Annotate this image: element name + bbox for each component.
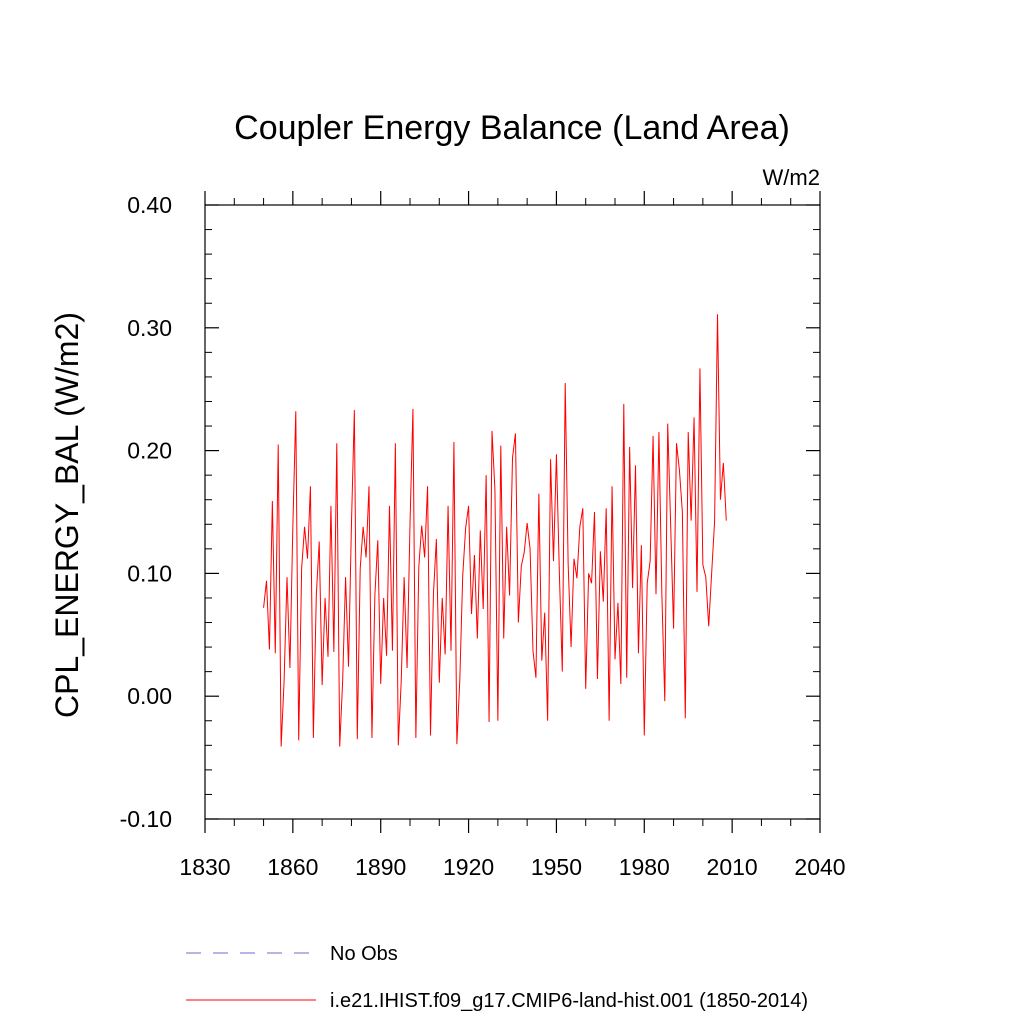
x-tick-label: 2010 — [707, 854, 758, 880]
legend-label-model: i.e21.IHIST.f09_g17.CMIP6-land-hist.001 … — [330, 990, 808, 1012]
units-label: W/m2 — [763, 165, 820, 190]
y-tick-labels: -0.10 0.00 0.10 0.20 0.30 0.40 — [120, 192, 172, 832]
y-tick-label: 0.30 — [127, 315, 172, 341]
x-tick-label: 1860 — [267, 854, 318, 880]
chart-title: Coupler Energy Balance (Land Area) — [234, 109, 790, 147]
x-tick-label: 1950 — [531, 854, 582, 880]
y-tick-label: -0.10 — [120, 806, 172, 832]
legend: No Obs i.e21.IHIST.f09_g17.CMIP6-land-hi… — [186, 943, 808, 1012]
x-tick-label: 1890 — [355, 854, 406, 880]
x-tick-label: 1830 — [179, 854, 230, 880]
x-tick-labels: 1830 1860 1890 1920 1950 1980 2010 2040 — [179, 854, 845, 880]
x-tick-label: 1980 — [619, 854, 670, 880]
axis-ticks — [204, 191, 821, 833]
y-tick-label: 0.40 — [127, 192, 172, 218]
plot-frame — [204, 204, 821, 820]
x-tick-label: 2040 — [794, 854, 845, 880]
x-tick-label: 1920 — [443, 854, 494, 880]
series-layer — [263, 314, 727, 747]
y-tick-label: 0.10 — [127, 560, 172, 586]
legend-label-no-obs: No Obs — [330, 943, 398, 965]
y-axis-label: CPL_ENERGY_BAL (W/m2) — [49, 312, 85, 718]
y-tick-label: 0.20 — [127, 438, 172, 464]
y-tick-label: 0.00 — [127, 683, 172, 709]
series-line-1 — [263, 314, 727, 747]
